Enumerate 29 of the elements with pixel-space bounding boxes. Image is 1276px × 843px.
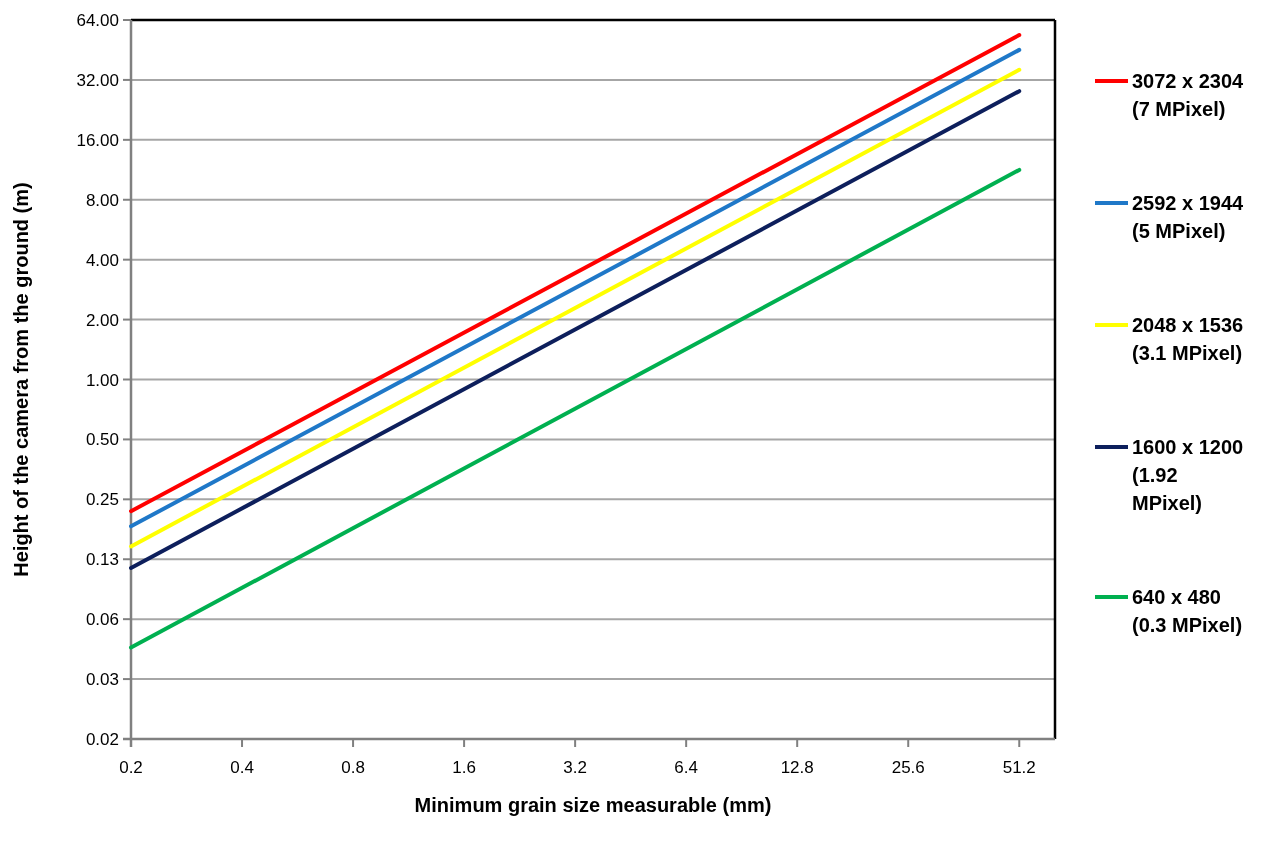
- y-tick-label: 8.00: [85, 190, 119, 210]
- y-tick-label: 0.06: [85, 610, 119, 630]
- y-tick-label: 16.00: [76, 130, 119, 150]
- y-tick-label: 32.00: [76, 70, 119, 90]
- y-tick-label: 0.50: [85, 430, 119, 450]
- y-tick-label: 64.00: [76, 11, 119, 30]
- y-tick-label: 4.00: [85, 250, 119, 270]
- y-tick-label: 2.00: [85, 310, 119, 330]
- x-tick-label: 0.4: [230, 758, 254, 777]
- x-tick-label: 6.4: [674, 758, 698, 777]
- x-tick-label: 51.2: [1002, 758, 1036, 777]
- y-tick-label: 1.00: [85, 370, 119, 390]
- x-tick-label: 1.6: [452, 758, 476, 777]
- y-tick-label: 0.25: [85, 490, 119, 510]
- y-tick-label: 0.13: [85, 550, 119, 570]
- y-tick-label: 0.03: [85, 670, 119, 690]
- x-tick-label: 0.2: [119, 758, 143, 777]
- y-tick-label: 0.02: [85, 730, 119, 749]
- y-axis-title: Height of the camera from the ground (m): [10, 182, 32, 577]
- legend-label: 2592 x 1944 (5 MPixel): [1132, 192, 1245, 242]
- x-tick-label: 12.8: [780, 758, 814, 777]
- legend-label: 2048 x 1536 (3.1 MPixel): [1132, 314, 1244, 364]
- x-tick-label: 0.8: [341, 758, 365, 777]
- x-axis-title: Minimum grain size measurable (mm): [414, 794, 772, 816]
- x-tick-label: 25.6: [891, 758, 925, 777]
- legend-label: 3072 x 2304 (7 MPixel): [1132, 70, 1245, 120]
- legend-label: 640 x 480 (0.3 MPixel): [1132, 586, 1243, 636]
- x-tick-label: 3.2: [563, 758, 587, 777]
- legend-label: 1600 x 1200 (1.92 MPixel): [1132, 436, 1244, 514]
